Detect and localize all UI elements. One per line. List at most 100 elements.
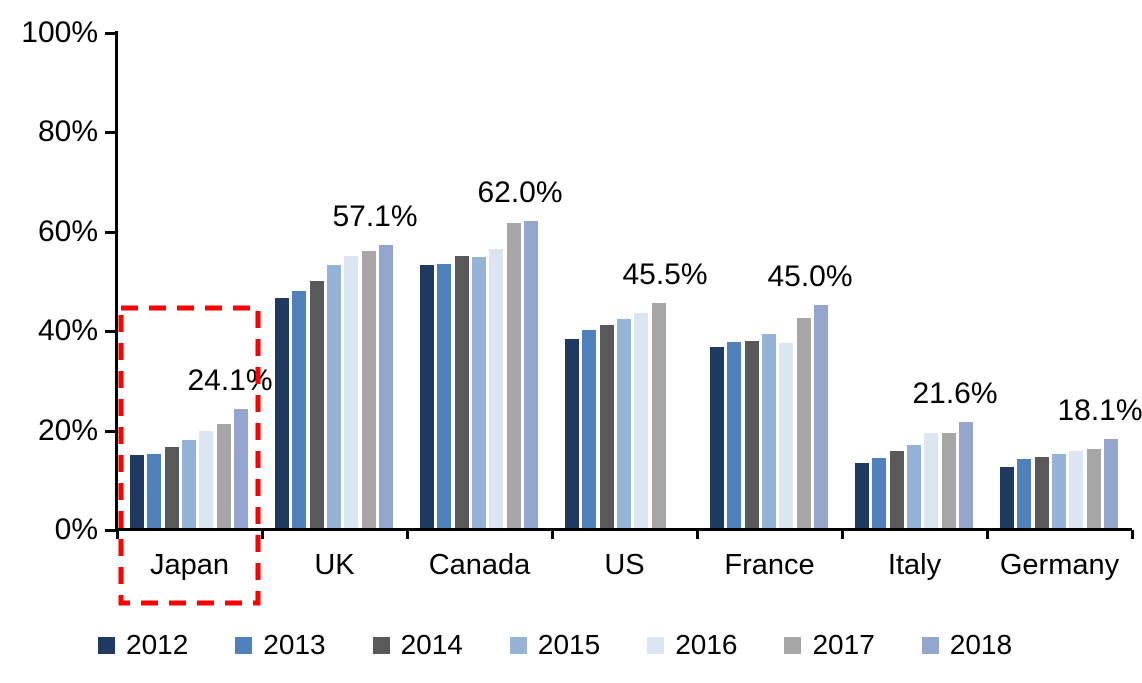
bar-germany-2014: [1034, 456, 1049, 529]
bar-germany-2013: [1017, 459, 1032, 529]
bar-japan-2014: [164, 446, 179, 529]
y-axis-tick-label: 0%: [54, 513, 98, 546]
bar-france-2018: [814, 305, 829, 529]
bar-germany-2016: [1069, 451, 1084, 529]
bar-uk-2015: [327, 265, 342, 529]
data-label-canada: 62.0%: [477, 175, 563, 209]
y-axis-tick-label: 100%: [21, 16, 98, 49]
bar-italy-2013: [872, 458, 887, 529]
bar-france-2017: [796, 318, 811, 529]
legend-item-2016: 2016: [647, 629, 737, 661]
x-axis-tick-mark: [551, 530, 554, 539]
bar-italy-2012: [855, 463, 869, 529]
legend-swatch-icon: [784, 636, 802, 654]
data-label-france: 45.0%: [767, 260, 853, 294]
bar-group-japan: 24.1%: [117, 33, 273, 529]
bar-canada-2013: [437, 263, 452, 529]
legend-item-2013: 2013: [235, 629, 326, 661]
legend-item-2017: 2017: [784, 629, 875, 661]
bar-group-germany: 18.1%: [987, 33, 1142, 529]
bar-japan-2018: [234, 409, 249, 529]
bar-japan-2016: [199, 430, 214, 529]
bar-germany-2015: [1052, 454, 1067, 529]
y-axis-tick-mark: [105, 131, 116, 135]
category-label-us: US: [604, 549, 645, 581]
bar-us-2014: [599, 325, 614, 529]
x-axis-tick-mark: [841, 530, 844, 539]
bar-japan-2015: [182, 439, 197, 529]
bar-group-us: 45.5%: [552, 33, 708, 529]
bar-france-2015: [762, 333, 777, 529]
data-label-japan: 24.1%: [187, 364, 273, 398]
x-axis-tick-mark: [696, 530, 699, 539]
x-axis-tick-mark: [116, 530, 119, 539]
legend-swatch-icon: [235, 636, 253, 654]
legend-item-2018: 2018: [921, 629, 1013, 661]
bar-canada-2015: [472, 257, 487, 529]
bar-japan-2013: [147, 453, 162, 529]
bar-germany-2017: [1086, 449, 1101, 529]
bar-uk-2016: [344, 256, 359, 529]
bar-italy-2014: [889, 451, 904, 529]
bar-us-2012: [565, 338, 579, 529]
x-axis-tick-mark: [261, 530, 264, 539]
data-label-uk: 57.1%: [332, 200, 418, 234]
legend-item-2014: 2014: [372, 629, 463, 661]
legend-label: 2017: [812, 629, 875, 660]
bar-uk-2014: [309, 280, 324, 529]
bar-uk-2017: [361, 250, 376, 529]
bar-us-2013: [582, 329, 597, 529]
bar-group-france: 45.0%: [697, 33, 853, 529]
legend-label: 2014: [400, 629, 463, 660]
bar-us-2016: [634, 313, 649, 529]
x-axis-line: [115, 528, 1132, 531]
data-label-germany: 18.1%: [1057, 394, 1142, 428]
bar-canada-2014: [454, 255, 469, 529]
bar-canada-2018: [524, 220, 539, 529]
x-axis-tick-mark: [1131, 530, 1134, 539]
bar-france-2016: [779, 343, 794, 529]
legend-label: 2012: [126, 629, 189, 660]
bar-uk-2018: [379, 245, 394, 529]
legend-item-2012: 2012: [98, 629, 188, 661]
legend-swatch-icon: [98, 636, 115, 654]
category-label-italy: Italy: [887, 549, 942, 581]
y-axis-tick-label: 80%: [37, 115, 98, 149]
y-axis-tick-mark: [105, 330, 116, 334]
bar-italy-2017: [941, 432, 956, 529]
legend-swatch-icon: [372, 636, 390, 654]
legend-label: 2015: [537, 629, 601, 660]
category-label-france: France: [724, 549, 815, 581]
category-label-japan: Japan: [149, 549, 229, 581]
legend: 2012 2013 2014 2015 2016 2017 2018: [98, 629, 1012, 661]
bar-uk-2012: [275, 298, 289, 529]
legend-label: 2018: [949, 629, 1013, 660]
y-axis-tick-mark: [105, 529, 116, 532]
data-label-italy: 21.6%: [912, 376, 998, 410]
bar-canada-2016: [489, 249, 504, 529]
y-axis-tick-mark: [105, 32, 116, 35]
bar-italy-2016: [924, 433, 939, 529]
legend-label: 2013: [263, 629, 326, 660]
legend-swatch-icon: [509, 636, 527, 654]
legend-label: 2016: [675, 629, 738, 660]
bar-germany-2018: [1104, 439, 1119, 529]
bar-germany-2012: [1000, 466, 1014, 529]
bar-canada-2012: [420, 265, 434, 529]
category-label-canada: Canada: [428, 549, 531, 581]
bar-us-2015: [617, 319, 632, 529]
bar-japan-2012: [130, 454, 144, 529]
bar-group-canada: 62.0%: [407, 33, 563, 529]
bar-us-2017: [651, 302, 666, 529]
y-axis-tick-mark: [105, 230, 116, 234]
bar-france-2014: [744, 341, 759, 529]
bar-group-italy: 21.6%: [842, 33, 998, 529]
legend-swatch-icon: [921, 636, 939, 654]
y-axis-line: [115, 31, 118, 531]
category-label-uk: UK: [314, 549, 355, 581]
category-label-germany: Germany: [999, 549, 1120, 581]
bar-italy-2015: [907, 444, 922, 529]
data-label-us: 45.5%: [622, 257, 708, 291]
x-axis-tick-mark: [406, 530, 409, 539]
